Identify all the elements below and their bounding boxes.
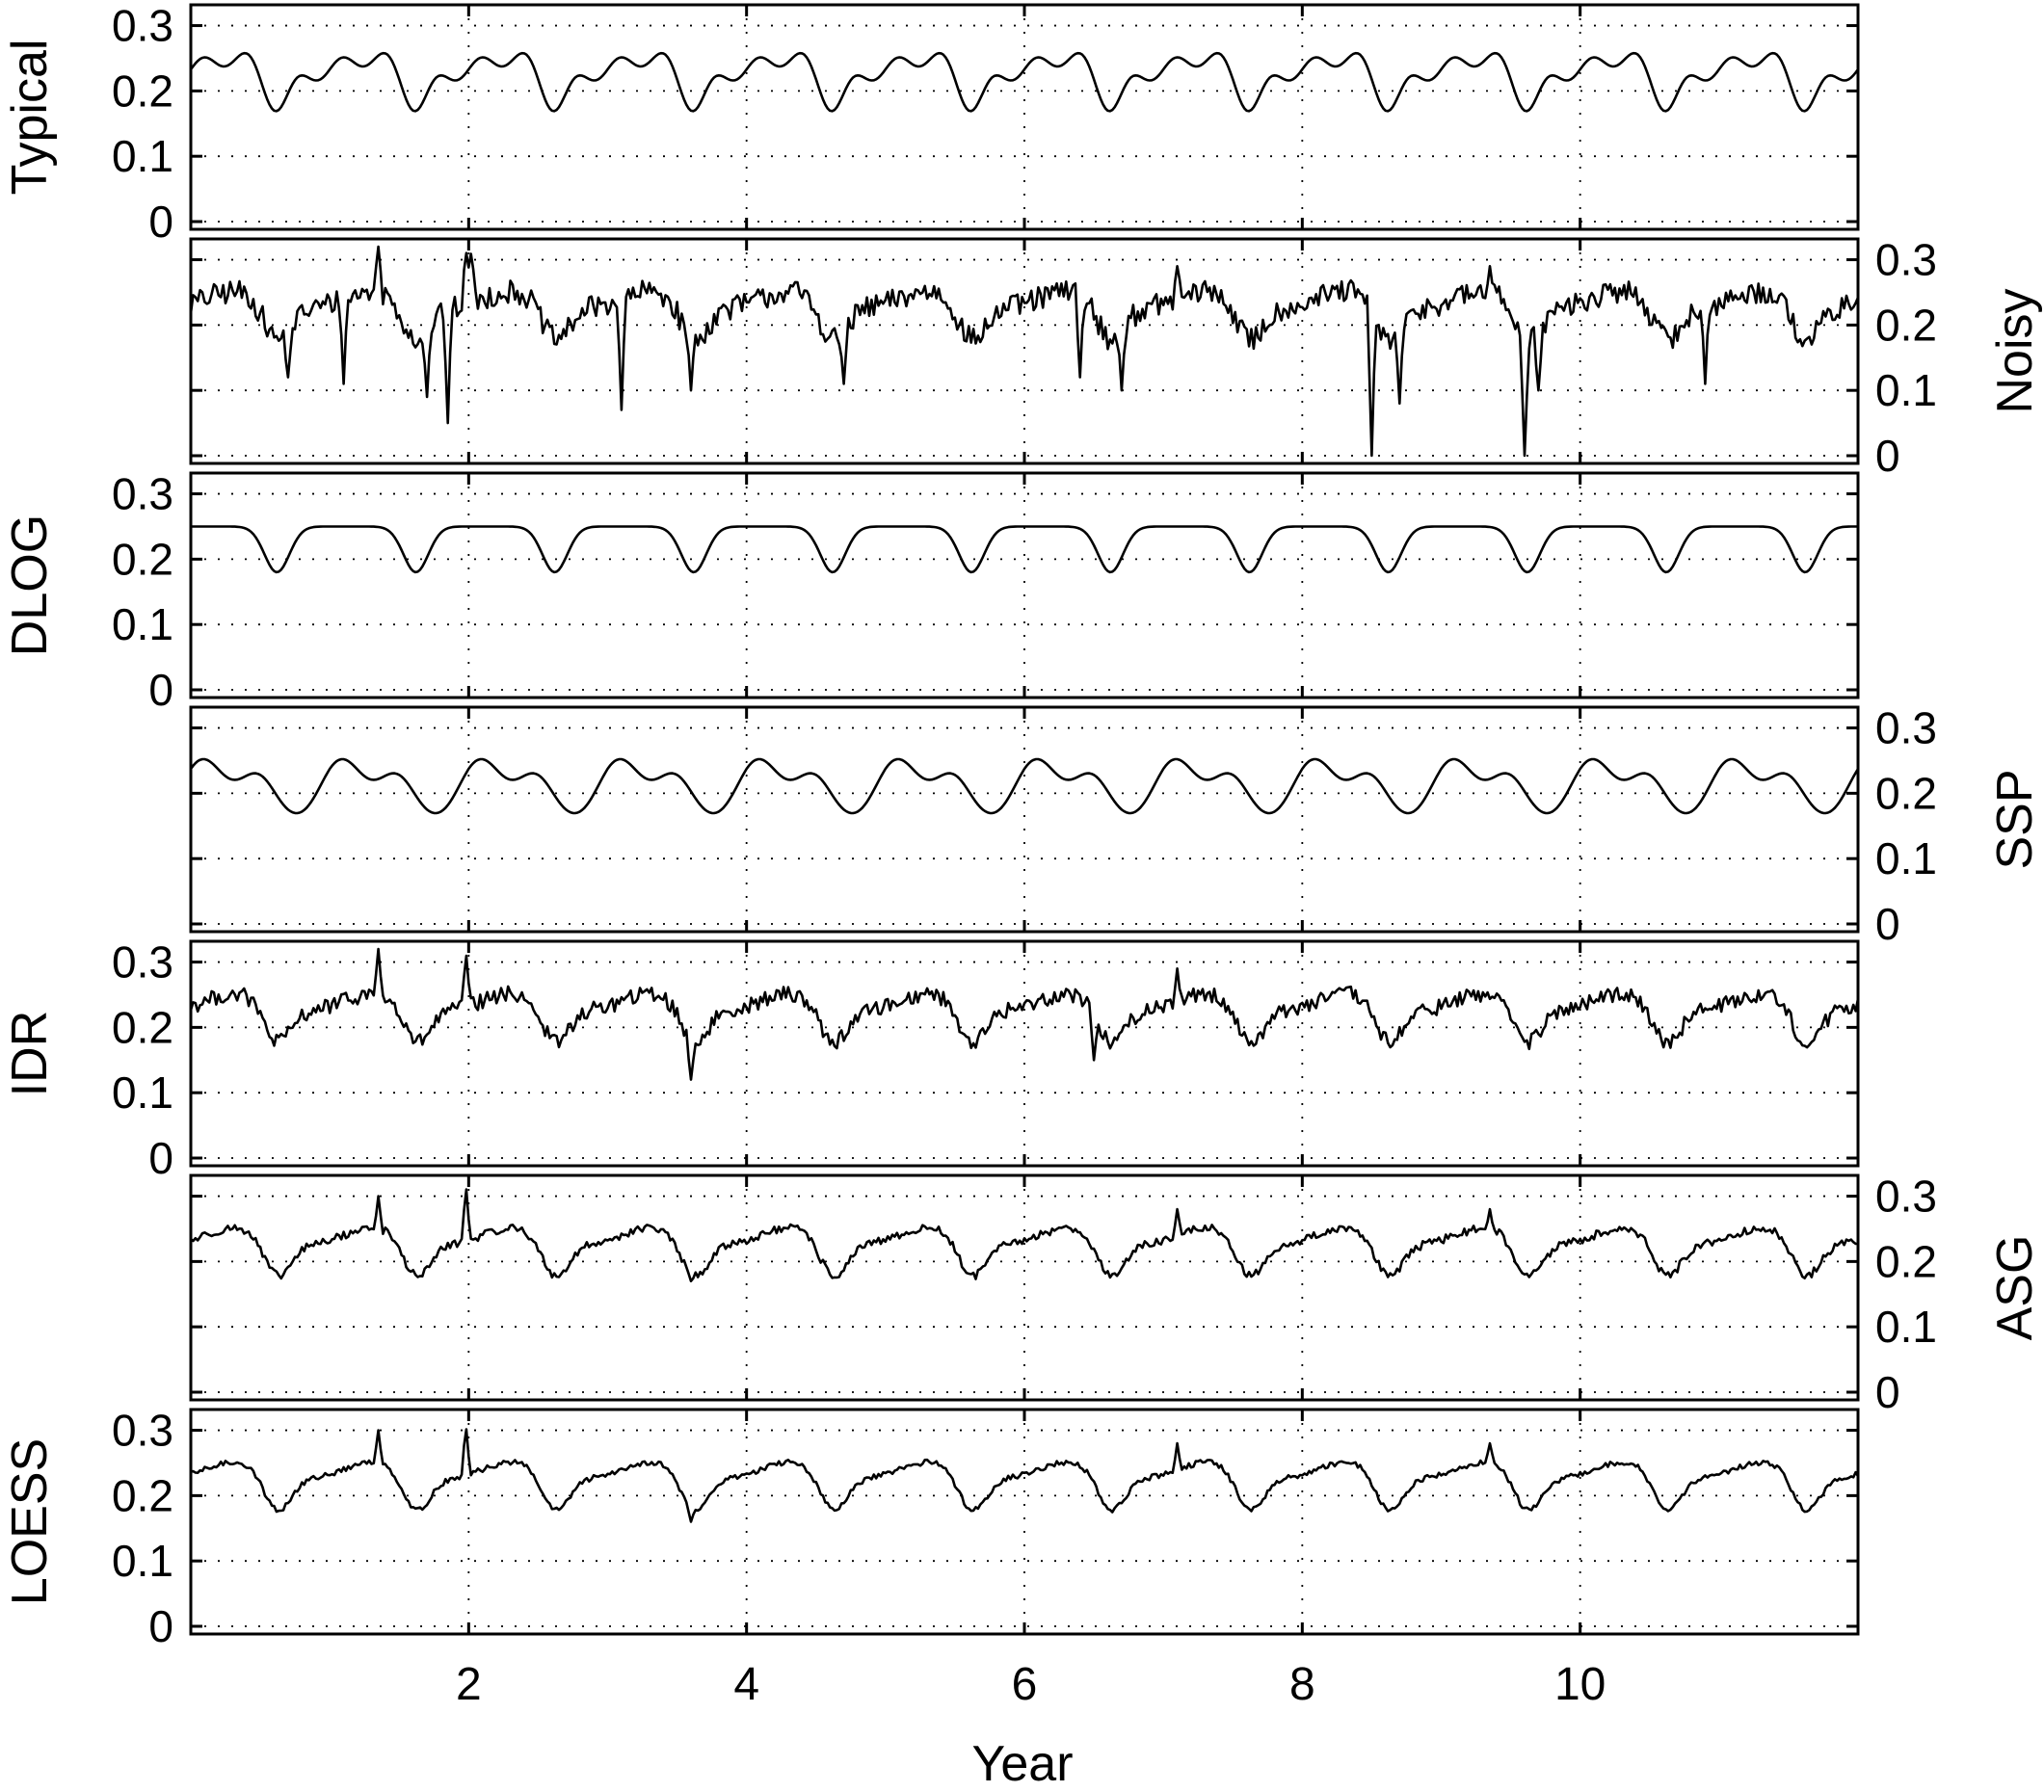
x-axis-label: Year [971, 1736, 1073, 1787]
y-tick-label: 0.1 [112, 131, 173, 181]
panel-ssp: 0 0.1 0.2 0.3 SSP [189, 703, 2043, 949]
plot-frame [189, 705, 1860, 934]
y-tick-label: 0.2 [1875, 1236, 1937, 1286]
y-tick-label: 0.2 [112, 1470, 173, 1520]
x-tick-label: 8 [1289, 1659, 1315, 1710]
y-tick-label: 0 [148, 1601, 173, 1651]
series-line-noisy [189, 245, 1860, 458]
y-tick-label: 0 [148, 197, 173, 247]
y-tick-label: 0.2 [112, 1002, 173, 1052]
series-line-idr [189, 947, 1860, 1081]
y-tick-label: 0.3 [112, 937, 173, 988]
y-tick-label: 0.2 [1875, 768, 1937, 818]
y-tick-label: 0.3 [1875, 703, 1937, 753]
plot-frame [189, 1408, 1860, 1636]
y-tick-label: 0.2 [112, 534, 173, 584]
y-tick-label: 0 [1875, 1367, 1900, 1417]
y-tick-label: 0 [1875, 899, 1900, 949]
panel-dlog: 0 0.1 0.2 0.3 DLOG [2, 469, 1860, 715]
panel-asg: 0 0.1 0.2 0.3 ASG [189, 1172, 2043, 1417]
x-tick-label: 2 [456, 1659, 482, 1710]
y-tick-label: 0 [148, 665, 173, 715]
y-tick-label: 0.1 [112, 599, 173, 649]
y-axis-label: IDR [2, 1011, 58, 1097]
y-axis-label: DLOG [2, 514, 58, 656]
x-tick-label: 10 [1554, 1659, 1606, 1710]
x-tick-label: 4 [733, 1659, 759, 1710]
y-tick-label: 0.1 [112, 1536, 173, 1586]
series-line-dlog [191, 525, 1858, 574]
series-line-ssp [189, 757, 1860, 815]
plot-frame [189, 3, 1860, 231]
y-axis-label: SSP [1987, 769, 2043, 869]
x-tick-label: 6 [1012, 1659, 1038, 1710]
y-tick-label: 0.3 [112, 1406, 173, 1456]
y-tick-label: 0 [1875, 431, 1900, 481]
series-line-typical [189, 51, 1860, 113]
y-tick-label: 0.3 [112, 469, 173, 519]
y-tick-label: 0.1 [1875, 1302, 1937, 1352]
y-axis-label: LOESS [2, 1438, 58, 1605]
y-tick-label: 0.1 [112, 1067, 173, 1118]
y-tick-label: 0.1 [1875, 365, 1937, 415]
panel-noisy: 0 0.1 0.2 0.3 Noisy [189, 235, 2043, 481]
y-axis-label: ASG [1987, 1235, 2043, 1341]
plot-frame [189, 939, 1860, 1168]
series-line-loess [190, 1428, 1860, 1523]
panel-idr: 0 0.1 0.2 0.3 IDR [2, 937, 1860, 1183]
panel-typical: 0 0.1 0.2 0.3 Typical [2, 1, 1860, 247]
y-tick-label: 0.3 [1875, 1172, 1937, 1222]
y-tick-label: 0.2 [112, 66, 173, 116]
plot-frame [189, 237, 1860, 465]
series-line-asg [190, 1188, 1859, 1282]
y-tick-label: 0 [148, 1133, 173, 1183]
plot-frame [189, 1173, 1860, 1402]
y-tick-label: 0.3 [1875, 235, 1937, 285]
panel-loess: 0 0.1 0.2 0.3 LOESS 2 4 6 8 10 [2, 1406, 1860, 1710]
y-axis-label: Noisy [1987, 288, 2043, 413]
y-axis-label: Typical [2, 40, 58, 196]
y-tick-label: 0.2 [1875, 300, 1937, 350]
plot-frame [189, 471, 1860, 699]
y-tick-label: 0.3 [112, 1, 173, 51]
y-tick-label: 0.1 [1875, 833, 1937, 883]
